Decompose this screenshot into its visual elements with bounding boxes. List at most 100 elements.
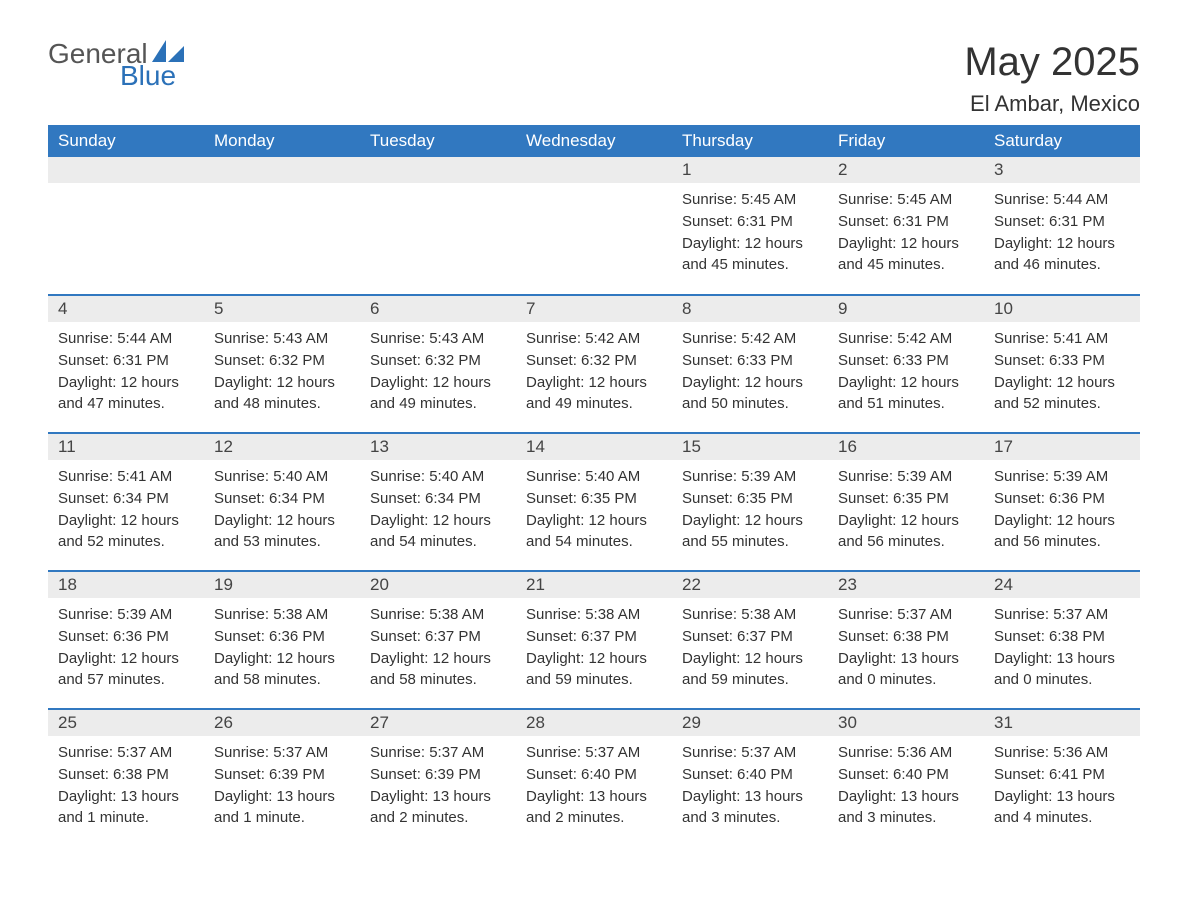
day-details: Sunrise: 5:36 AMSunset: 6:40 PMDaylight:… — [828, 736, 984, 837]
day-sunset: Sunset: 6:41 PM — [994, 764, 1130, 786]
day-daylight: Daylight: 13 hours and 2 minutes. — [370, 786, 506, 830]
day-sunset: Sunset: 6:31 PM — [58, 350, 194, 372]
day-number: 20 — [360, 572, 516, 598]
day-sunset: Sunset: 6:36 PM — [994, 488, 1130, 510]
day-sunset: Sunset: 6:36 PM — [214, 626, 350, 648]
day-number: 11 — [48, 434, 204, 460]
day-number: 30 — [828, 710, 984, 736]
day-details: Sunrise: 5:39 AMSunset: 6:35 PMDaylight:… — [828, 460, 984, 561]
day-details: Sunrise: 5:40 AMSunset: 6:34 PMDaylight:… — [360, 460, 516, 561]
day-sunset: Sunset: 6:32 PM — [526, 350, 662, 372]
day-sunset: Sunset: 6:35 PM — [682, 488, 818, 510]
day-details: Sunrise: 5:37 AMSunset: 6:39 PMDaylight:… — [360, 736, 516, 837]
day-sunset: Sunset: 6:40 PM — [682, 764, 818, 786]
day-number: 1 — [672, 157, 828, 183]
calendar-table: SundayMondayTuesdayWednesdayThursdayFrid… — [48, 125, 1140, 847]
calendar-day: 19Sunrise: 5:38 AMSunset: 6:36 PMDayligh… — [204, 571, 360, 709]
calendar-day — [516, 157, 672, 295]
weekday-header: Tuesday — [360, 125, 516, 157]
day-number: 16 — [828, 434, 984, 460]
calendar-day: 16Sunrise: 5:39 AMSunset: 6:35 PMDayligh… — [828, 433, 984, 571]
day-number: 5 — [204, 296, 360, 322]
calendar-day: 27Sunrise: 5:37 AMSunset: 6:39 PMDayligh… — [360, 709, 516, 847]
day-number: 24 — [984, 572, 1140, 598]
day-number: 10 — [984, 296, 1140, 322]
day-sunrise: Sunrise: 5:37 AM — [214, 742, 350, 764]
calendar-day: 24Sunrise: 5:37 AMSunset: 6:38 PMDayligh… — [984, 571, 1140, 709]
day-details: Sunrise: 5:36 AMSunset: 6:41 PMDaylight:… — [984, 736, 1140, 837]
calendar-day: 4Sunrise: 5:44 AMSunset: 6:31 PMDaylight… — [48, 295, 204, 433]
day-sunrise: Sunrise: 5:44 AM — [994, 189, 1130, 211]
day-sunset: Sunset: 6:39 PM — [214, 764, 350, 786]
day-sunset: Sunset: 6:33 PM — [994, 350, 1130, 372]
calendar-day: 7Sunrise: 5:42 AMSunset: 6:32 PMDaylight… — [516, 295, 672, 433]
day-daylight: Daylight: 13 hours and 1 minute. — [214, 786, 350, 830]
day-sunrise: Sunrise: 5:45 AM — [682, 189, 818, 211]
day-daylight: Daylight: 12 hours and 52 minutes. — [58, 510, 194, 554]
day-details: Sunrise: 5:37 AMSunset: 6:40 PMDaylight:… — [672, 736, 828, 837]
day-sunset: Sunset: 6:35 PM — [838, 488, 974, 510]
day-daylight: Daylight: 13 hours and 3 minutes. — [682, 786, 818, 830]
day-sunrise: Sunrise: 5:39 AM — [838, 466, 974, 488]
day-details: Sunrise: 5:44 AMSunset: 6:31 PMDaylight:… — [48, 322, 204, 423]
calendar-day — [360, 157, 516, 295]
calendar-day: 6Sunrise: 5:43 AMSunset: 6:32 PMDaylight… — [360, 295, 516, 433]
day-number: 8 — [672, 296, 828, 322]
day-number: 22 — [672, 572, 828, 598]
location-label: El Ambar, Mexico — [964, 91, 1140, 117]
day-sunset: Sunset: 6:33 PM — [682, 350, 818, 372]
day-sunset: Sunset: 6:38 PM — [58, 764, 194, 786]
day-sunset: Sunset: 6:31 PM — [682, 211, 818, 233]
calendar-day: 15Sunrise: 5:39 AMSunset: 6:35 PMDayligh… — [672, 433, 828, 571]
calendar-day: 29Sunrise: 5:37 AMSunset: 6:40 PMDayligh… — [672, 709, 828, 847]
day-sunrise: Sunrise: 5:45 AM — [838, 189, 974, 211]
day-number: 15 — [672, 434, 828, 460]
day-daylight: Daylight: 12 hours and 49 minutes. — [370, 372, 506, 416]
calendar-header: SundayMondayTuesdayWednesdayThursdayFrid… — [48, 125, 1140, 157]
day-details: Sunrise: 5:37 AMSunset: 6:38 PMDaylight:… — [984, 598, 1140, 699]
calendar-day: 17Sunrise: 5:39 AMSunset: 6:36 PMDayligh… — [984, 433, 1140, 571]
calendar-week: 11Sunrise: 5:41 AMSunset: 6:34 PMDayligh… — [48, 433, 1140, 571]
calendar-body: 1Sunrise: 5:45 AMSunset: 6:31 PMDaylight… — [48, 157, 1140, 847]
day-daylight: Daylight: 13 hours and 2 minutes. — [526, 786, 662, 830]
day-number: 2 — [828, 157, 984, 183]
day-sunrise: Sunrise: 5:39 AM — [58, 604, 194, 626]
weekday-header: Sunday — [48, 125, 204, 157]
calendar-day: 25Sunrise: 5:37 AMSunset: 6:38 PMDayligh… — [48, 709, 204, 847]
day-number: 13 — [360, 434, 516, 460]
day-daylight: Daylight: 12 hours and 51 minutes. — [838, 372, 974, 416]
day-details: Sunrise: 5:38 AMSunset: 6:37 PMDaylight:… — [360, 598, 516, 699]
calendar-day: 31Sunrise: 5:36 AMSunset: 6:41 PMDayligh… — [984, 709, 1140, 847]
calendar-day: 5Sunrise: 5:43 AMSunset: 6:32 PMDaylight… — [204, 295, 360, 433]
day-number: 4 — [48, 296, 204, 322]
calendar-day: 22Sunrise: 5:38 AMSunset: 6:37 PMDayligh… — [672, 571, 828, 709]
logo: General Blue — [48, 40, 186, 90]
day-sunrise: Sunrise: 5:37 AM — [526, 742, 662, 764]
day-daylight: Daylight: 13 hours and 1 minute. — [58, 786, 194, 830]
weekday-header: Saturday — [984, 125, 1140, 157]
day-details: Sunrise: 5:45 AMSunset: 6:31 PMDaylight:… — [828, 183, 984, 284]
calendar-day: 14Sunrise: 5:40 AMSunset: 6:35 PMDayligh… — [516, 433, 672, 571]
day-sunset: Sunset: 6:40 PM — [838, 764, 974, 786]
calendar-week: 1Sunrise: 5:45 AMSunset: 6:31 PMDaylight… — [48, 157, 1140, 295]
day-details: Sunrise: 5:37 AMSunset: 6:38 PMDaylight:… — [828, 598, 984, 699]
page-title: May 2025 — [964, 40, 1140, 85]
day-number — [360, 157, 516, 183]
day-daylight: Daylight: 12 hours and 45 minutes. — [838, 233, 974, 277]
weekday-header: Wednesday — [516, 125, 672, 157]
day-daylight: Daylight: 12 hours and 46 minutes. — [994, 233, 1130, 277]
day-details: Sunrise: 5:39 AMSunset: 6:36 PMDaylight:… — [48, 598, 204, 699]
day-daylight: Daylight: 13 hours and 4 minutes. — [994, 786, 1130, 830]
day-daylight: Daylight: 12 hours and 55 minutes. — [682, 510, 818, 554]
weekday-header: Thursday — [672, 125, 828, 157]
day-daylight: Daylight: 12 hours and 53 minutes. — [214, 510, 350, 554]
day-sunrise: Sunrise: 5:36 AM — [838, 742, 974, 764]
calendar-day: 10Sunrise: 5:41 AMSunset: 6:33 PMDayligh… — [984, 295, 1140, 433]
day-sunrise: Sunrise: 5:43 AM — [370, 328, 506, 350]
day-number — [516, 157, 672, 183]
day-details: Sunrise: 5:43 AMSunset: 6:32 PMDaylight:… — [204, 322, 360, 423]
day-sunrise: Sunrise: 5:38 AM — [214, 604, 350, 626]
day-sunset: Sunset: 6:34 PM — [58, 488, 194, 510]
day-details: Sunrise: 5:41 AMSunset: 6:34 PMDaylight:… — [48, 460, 204, 561]
day-sunset: Sunset: 6:39 PM — [370, 764, 506, 786]
